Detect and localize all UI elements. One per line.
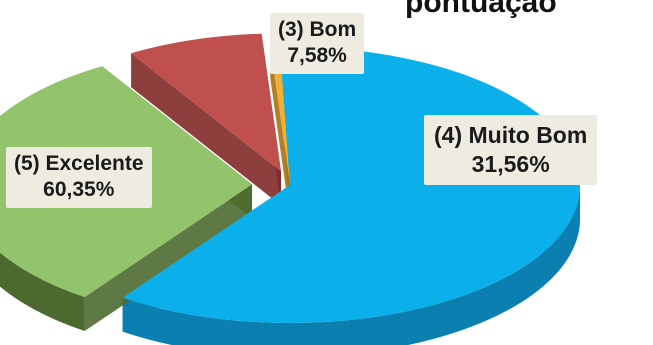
slice-label-excelente-value: 60,35% [43, 178, 115, 202]
slice-label-bom: (3) Bom 7,58% [270, 13, 365, 74]
pie-slice-side-0-0 [122, 185, 580, 345]
pie-slice-side-1-0 [0, 252, 85, 332]
pie-slice-cut-3-0 [270, 43, 290, 216]
pie-slice-3 [270, 43, 290, 182]
pie-slice-cut-2-0 [131, 53, 281, 206]
pie-slice-cut-1-0 [84, 184, 253, 332]
slice-label-muito-bom: (4) Muito Bom 31,56% [424, 115, 598, 185]
chart-title: pontuação [405, 0, 557, 19]
pie-slice-2 [131, 33, 281, 172]
slice-label-muito-bom-category: (4) Muito Bom [434, 122, 588, 148]
slice-label-bom-value: 7,58% [287, 44, 347, 68]
slice-label-muito-bom-value: 31,56% [471, 150, 550, 177]
slice-label-excelente: (5) Excelente 60,35% [6, 147, 152, 208]
slice-label-bom-category: (3) Bom [278, 18, 357, 41]
slice-label-excelente-category: (5) Excelente [14, 152, 144, 175]
